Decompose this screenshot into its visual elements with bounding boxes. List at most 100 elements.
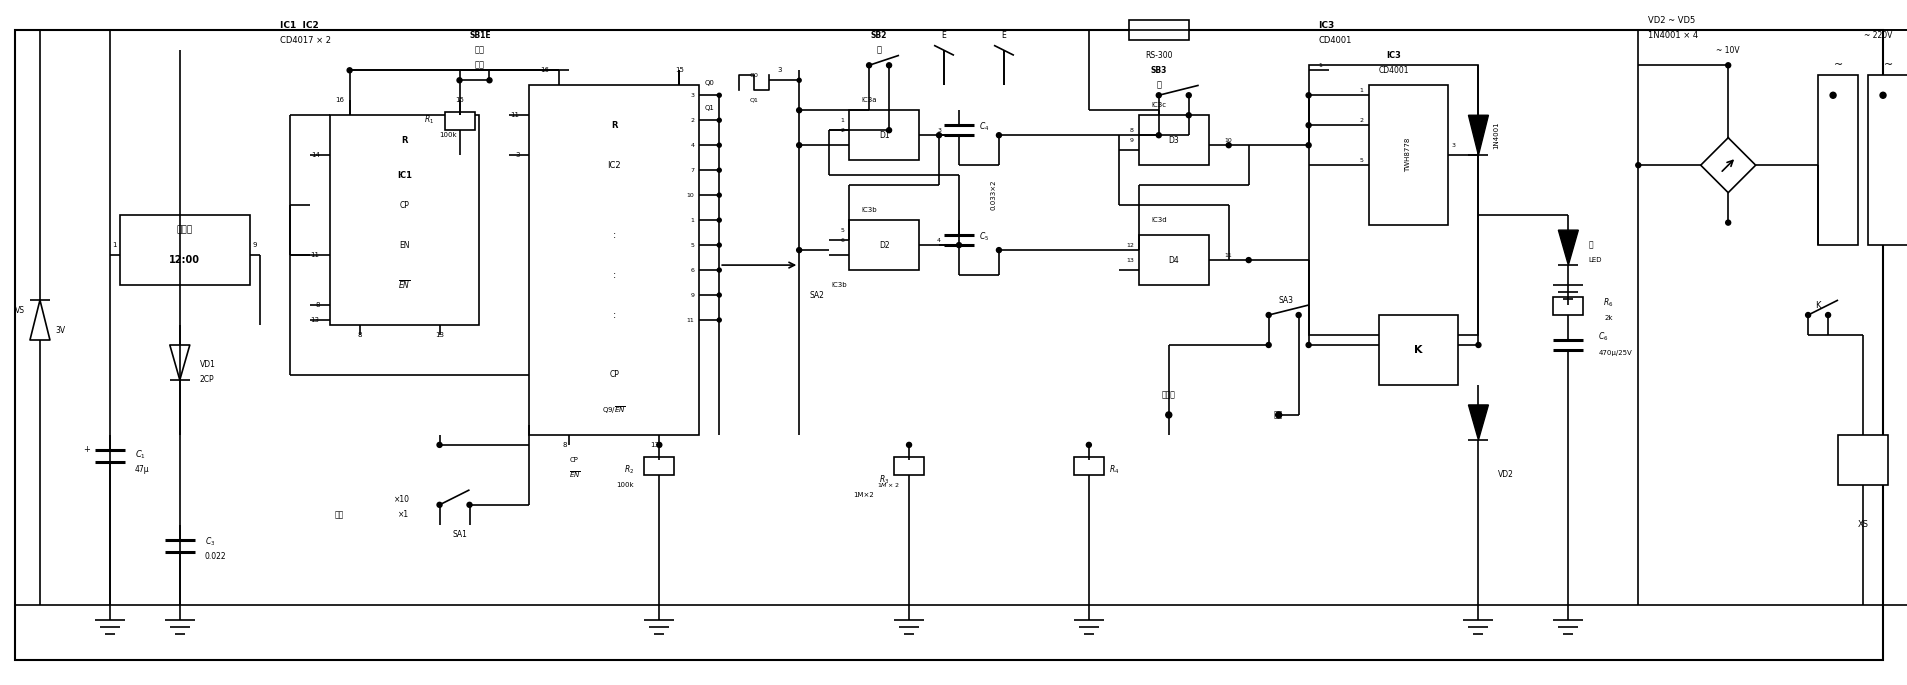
- Circle shape: [458, 78, 461, 83]
- Text: RS-300: RS-300: [1144, 51, 1173, 60]
- Circle shape: [887, 63, 891, 68]
- Bar: [894, 457, 923, 475]
- Circle shape: [1878, 92, 1884, 98]
- Text: 15: 15: [456, 97, 463, 103]
- Text: Q0: Q0: [749, 73, 757, 78]
- Text: 13: 13: [435, 332, 444, 338]
- Text: 6: 6: [690, 268, 694, 273]
- Text: 1: 1: [839, 118, 843, 123]
- Text: LED: LED: [1587, 257, 1602, 263]
- Text: 清零: 清零: [475, 46, 484, 55]
- Text: 8: 8: [357, 332, 362, 338]
- Circle shape: [906, 443, 912, 447]
- Text: 停止: 停止: [336, 510, 343, 519]
- Text: 10: 10: [687, 192, 694, 198]
- Bar: [645, 457, 673, 475]
- Text: 绿: 绿: [1587, 240, 1592, 249]
- Text: 2k: 2k: [1604, 315, 1611, 321]
- Bar: [1379, 315, 1457, 385]
- Text: $\overline{EN}$: $\overline{EN}$: [399, 279, 410, 291]
- Circle shape: [797, 78, 801, 82]
- Bar: [120, 215, 250, 285]
- Bar: [1552, 297, 1583, 315]
- Text: 2CP: 2CP: [200, 375, 214, 384]
- Text: SB2: SB2: [870, 31, 887, 40]
- Text: :: :: [612, 270, 616, 280]
- Text: IC1: IC1: [397, 171, 412, 179]
- Text: 3V: 3V: [55, 325, 65, 334]
- Text: 11: 11: [687, 318, 694, 323]
- Circle shape: [1226, 142, 1230, 148]
- Bar: [849, 220, 919, 270]
- Text: TWH8778: TWH8778: [1405, 138, 1411, 173]
- Circle shape: [797, 142, 801, 148]
- Circle shape: [717, 193, 721, 197]
- Text: D1: D1: [879, 131, 889, 140]
- Text: K: K: [1814, 301, 1819, 310]
- Circle shape: [1295, 312, 1301, 318]
- Text: EN: EN: [399, 240, 410, 249]
- Text: SB3: SB3: [1150, 66, 1167, 75]
- Text: :: :: [612, 230, 616, 240]
- Circle shape: [1306, 342, 1310, 347]
- Text: 2: 2: [690, 118, 694, 123]
- Polygon shape: [1468, 115, 1487, 155]
- Text: 15: 15: [675, 67, 683, 73]
- Text: $R_1$: $R_1$: [423, 114, 435, 127]
- Text: R: R: [400, 136, 408, 145]
- Text: 开: 开: [1156, 81, 1161, 90]
- Text: 14: 14: [311, 152, 320, 158]
- Text: 13: 13: [311, 317, 320, 323]
- Circle shape: [1804, 312, 1810, 318]
- Text: 11: 11: [1224, 253, 1232, 258]
- Text: R: R: [610, 121, 618, 129]
- Text: SA2: SA2: [809, 290, 824, 299]
- Text: 1: 1: [1360, 88, 1364, 92]
- Text: VD2 ~ VD5: VD2 ~ VD5: [1648, 16, 1695, 25]
- Text: 5: 5: [839, 227, 843, 233]
- Text: 2: 2: [839, 127, 843, 133]
- Text: 5: 5: [690, 242, 694, 247]
- Text: SA3: SA3: [1278, 295, 1293, 305]
- Text: $R_6$: $R_6$: [1602, 297, 1613, 310]
- Text: 1: 1: [113, 242, 116, 248]
- Text: $\overline{EN}$: $\overline{EN}$: [568, 470, 582, 480]
- Text: CD4017 × 2: CD4017 × 2: [280, 36, 330, 45]
- Text: XS: XS: [1857, 521, 1867, 530]
- Text: CP: CP: [399, 201, 410, 210]
- Text: 9: 9: [690, 292, 694, 297]
- Text: ~ 10V: ~ 10V: [1716, 46, 1739, 55]
- Text: E: E: [1001, 31, 1005, 40]
- Text: CP: CP: [568, 457, 578, 463]
- Circle shape: [1306, 92, 1310, 98]
- Bar: [1867, 75, 1907, 245]
- Circle shape: [437, 502, 442, 508]
- Circle shape: [1266, 342, 1270, 347]
- Text: 16: 16: [336, 97, 343, 103]
- Circle shape: [486, 78, 492, 83]
- Bar: [1817, 75, 1857, 245]
- Text: 循环: 循环: [1274, 410, 1283, 419]
- Text: ~: ~: [1833, 60, 1842, 71]
- Text: 11: 11: [511, 112, 519, 119]
- Text: SA1: SA1: [452, 530, 467, 539]
- Circle shape: [347, 68, 353, 73]
- Text: 3: 3: [515, 152, 519, 158]
- Circle shape: [1634, 163, 1640, 168]
- Text: 3: 3: [936, 127, 940, 133]
- Circle shape: [467, 502, 471, 508]
- Circle shape: [797, 108, 801, 113]
- Text: CD4001: CD4001: [1318, 36, 1352, 45]
- Text: 9: 9: [252, 242, 257, 248]
- Text: 3: 3: [776, 67, 782, 73]
- Bar: [849, 110, 919, 160]
- Text: VS: VS: [15, 306, 25, 314]
- Text: 单定时: 单定时: [1161, 390, 1175, 399]
- Text: 12: 12: [1125, 242, 1133, 247]
- Circle shape: [1825, 312, 1829, 318]
- Bar: [1074, 457, 1104, 475]
- Text: 5: 5: [1360, 158, 1364, 163]
- Circle shape: [1476, 342, 1480, 347]
- Text: :: :: [612, 310, 616, 320]
- Circle shape: [1266, 312, 1270, 318]
